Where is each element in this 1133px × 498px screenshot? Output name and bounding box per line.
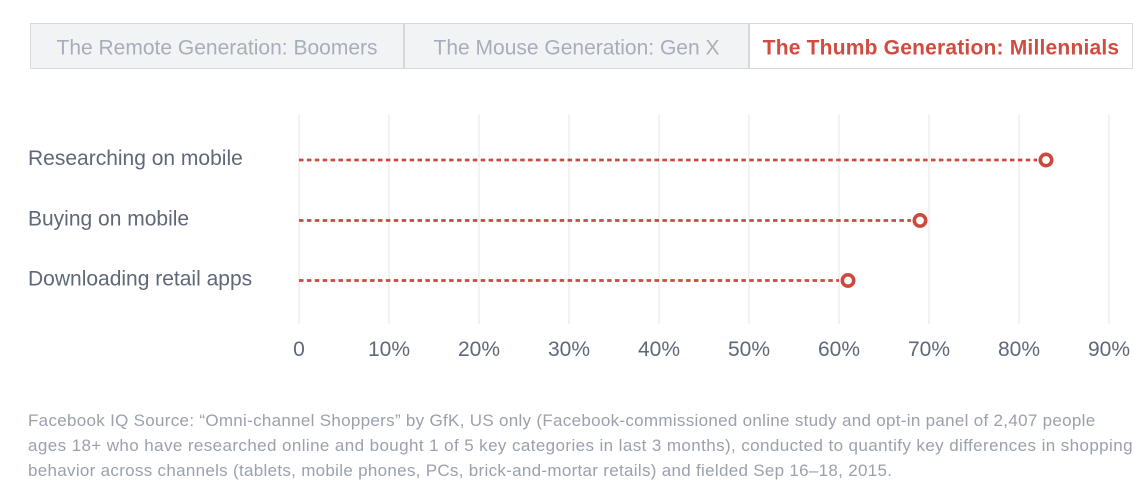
svg-text:10%: 10% bbox=[368, 338, 410, 361]
svg-text:Downloading retail apps: Downloading retail apps bbox=[28, 268, 252, 291]
svg-text:90%: 90% bbox=[1088, 338, 1130, 361]
svg-text:behavior across channels (tabl: behavior across channels (tablets, mobil… bbox=[28, 461, 892, 480]
svg-text:30%: 30% bbox=[548, 338, 590, 361]
svg-text:Researching on mobile: Researching on mobile bbox=[28, 147, 243, 170]
svg-text:80%: 80% bbox=[998, 338, 1040, 361]
svg-text:40%: 40% bbox=[638, 338, 680, 361]
svg-text:20%: 20% bbox=[458, 338, 500, 361]
svg-text:70%: 70% bbox=[908, 338, 950, 361]
svg-text:0: 0 bbox=[293, 338, 305, 361]
svg-text:60%: 60% bbox=[818, 338, 860, 361]
svg-text:Facebook IQ Source: “Omni-chan: Facebook IQ Source: “Omni-channel Shoppe… bbox=[28, 411, 1095, 430]
svg-text:50%: 50% bbox=[728, 338, 770, 361]
svg-text:Buying on mobile: Buying on mobile bbox=[28, 208, 189, 231]
svg-text:ages 18+ who have researched o: ages 18+ who have researched online and … bbox=[28, 436, 1133, 455]
